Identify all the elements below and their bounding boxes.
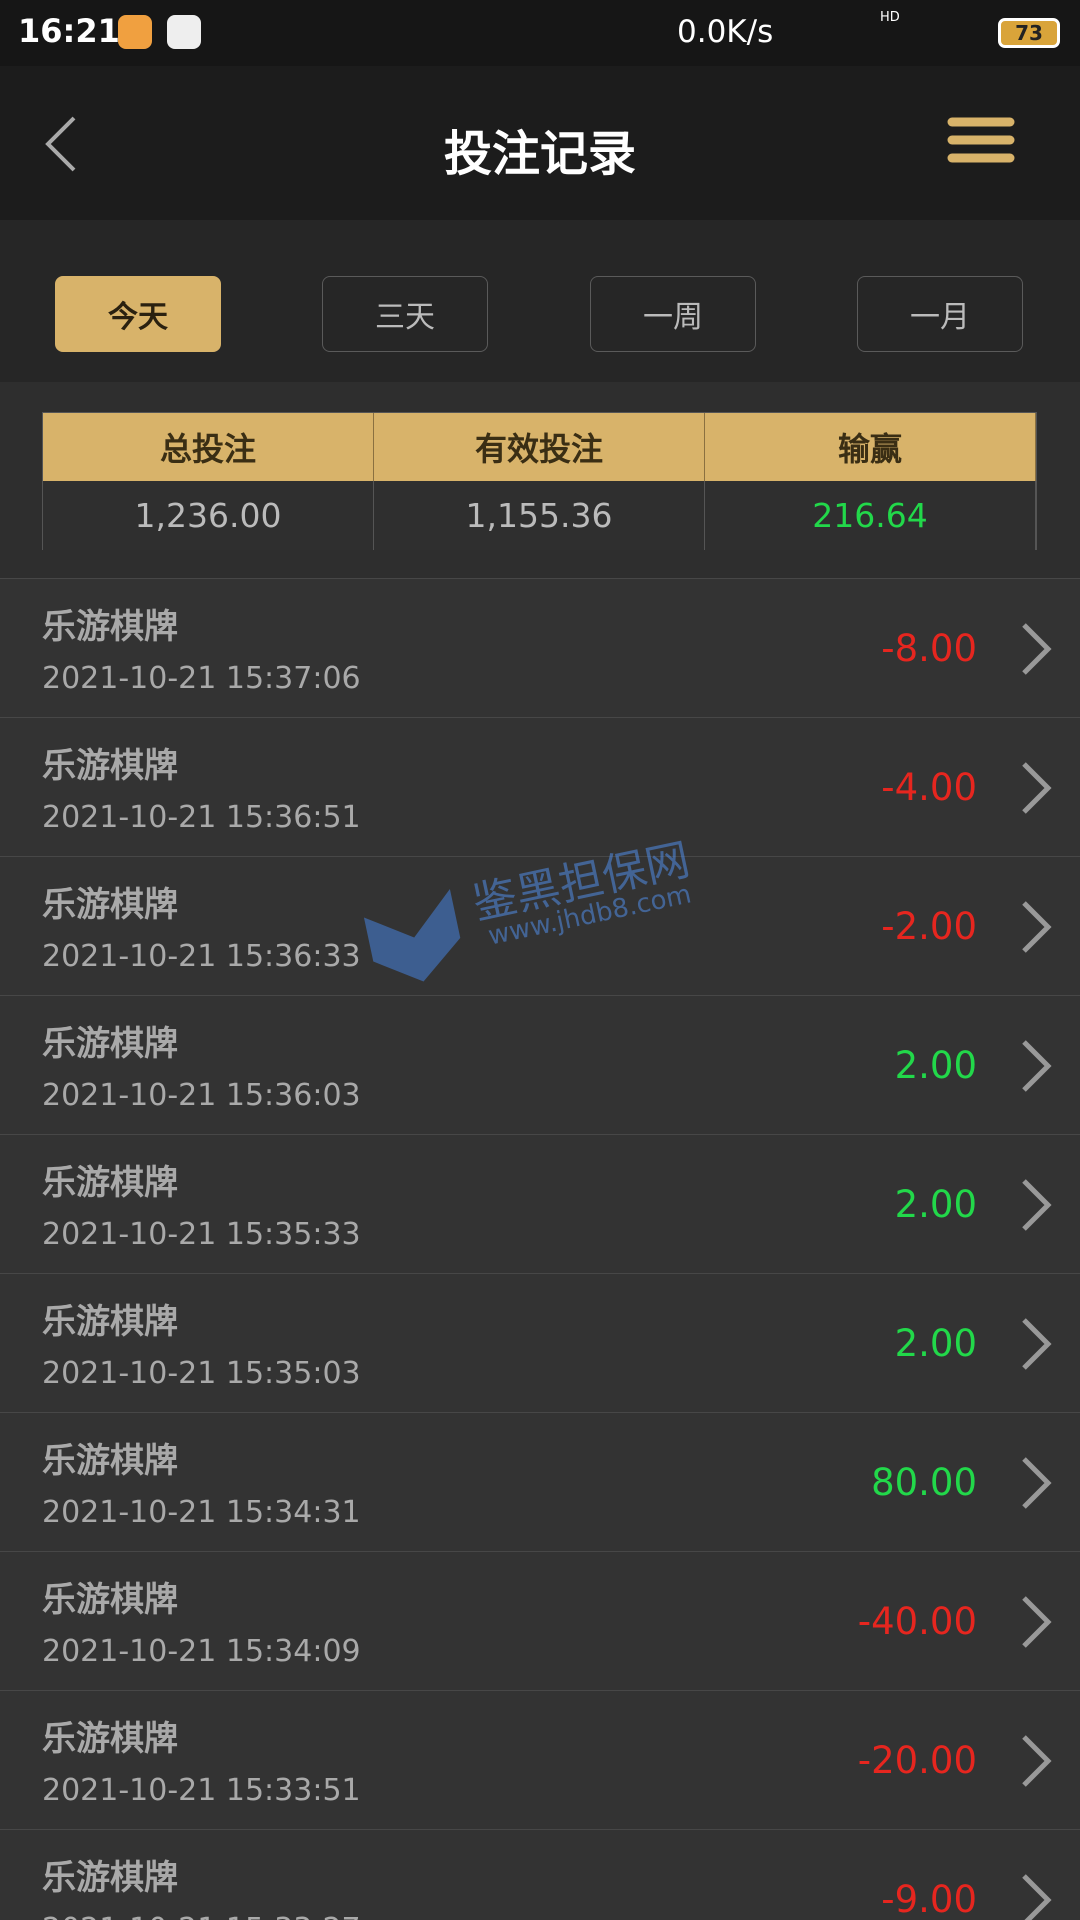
page-title: 投注记录 <box>443 126 636 182</box>
record-row[interactable]: 乐游棋牌 2021-10-21 15:33:27 -9.00 <box>0 1829 1080 1920</box>
record-row[interactable]: 乐游棋牌 2021-10-21 15:37:06 -8.00 <box>0 578 1080 717</box>
chevron <box>1022 901 1052 953</box>
chevron <box>1022 1318 1052 1370</box>
clock: 16:21 <box>18 12 120 50</box>
record-amount: -20.00 <box>857 1739 977 1782</box>
record-list: 乐游棋牌 2021-10-21 15:37:06 -8.00 乐游棋牌 2021-10-… <box>0 578 1080 1920</box>
record-amount: 2.00 <box>894 1044 977 1087</box>
signal-label: HD <box>880 10 900 25</box>
record-row[interactable]: 乐游棋牌 2021-10-21 15:36:03 2.00 <box>0 995 1080 1134</box>
record-row[interactable]: 乐游棋牌 2021-10-21 15:35:33 2.00 <box>0 1134 1080 1273</box>
record-amount: -2.00 <box>881 905 977 948</box>
record-name: 乐游棋牌 <box>42 607 178 647</box>
summary-value: 1,155.36 <box>374 481 705 550</box>
record-time: 2021-10-21 15:37:06 <box>42 661 361 696</box>
chevron <box>1022 1735 1052 1787</box>
summary-header: 总投注 <box>43 413 374 481</box>
record-amount: -40.00 <box>857 1600 977 1643</box>
record-name: 乐游棋牌 <box>42 1441 178 1481</box>
summary-header: 有效投注 <box>374 413 705 481</box>
filter-tab[interactable]: 今天 <box>55 276 221 352</box>
chevron <box>1022 1874 1052 1920</box>
record-amount: 80.00 <box>871 1461 977 1504</box>
record-name: 乐游棋牌 <box>42 746 178 786</box>
app-icon <box>167 15 201 49</box>
record-amount: 2.00 <box>894 1322 977 1365</box>
record-name: 乐游棋牌 <box>42 1302 178 1342</box>
record-time: 2021-10-21 15:36:33 <box>42 939 361 974</box>
back-button[interactable] <box>40 114 80 174</box>
record-row[interactable]: 乐游棋牌 2021-10-21 15:34:09 -40.00 <box>0 1551 1080 1690</box>
record-time: 2021-10-21 15:35:03 <box>42 1356 361 1391</box>
chevron <box>1022 623 1052 675</box>
record-name: 乐游棋牌 <box>42 1580 178 1620</box>
record-row[interactable]: 乐游棋牌 2021-10-21 15:35:03 2.00 <box>0 1273 1080 1412</box>
record-row[interactable]: 乐游棋牌 2021-10-21 15:36:33 -2.00 <box>0 856 1080 995</box>
menu-button[interactable] <box>946 116 1016 166</box>
nav-bar: 投注记录 <box>0 66 1080 220</box>
record-time: 2021-10-21 15:36:51 <box>42 800 361 835</box>
status-bar: 16:21 0.0K/s HD 73 <box>0 0 1080 66</box>
chevron <box>1022 1040 1052 1092</box>
net-speed: 0.0K/s <box>677 14 774 50</box>
record-time: 2021-10-21 15:33:51 <box>42 1773 361 1808</box>
summary-value: 1,236.00 <box>43 481 374 550</box>
record-row[interactable]: 乐游棋牌 2021-10-21 15:33:51 -20.00 <box>0 1690 1080 1829</box>
filter-tab[interactable]: 一月 <box>857 276 1023 352</box>
record-time: 2021-10-21 15:33:27 <box>42 1912 361 1920</box>
record-amount: -8.00 <box>881 627 977 670</box>
record-row[interactable]: 乐游棋牌 2021-10-21 15:36:51 -4.00 <box>0 717 1080 856</box>
app-icon <box>118 15 152 49</box>
watermark: 鉴黑担保网 www.jhdb8.com <box>350 834 694 998</box>
summary-header: 输赢 <box>705 413 1036 481</box>
filter-tab[interactable]: 一周 <box>590 276 756 352</box>
record-amount: -4.00 <box>881 766 977 809</box>
record-name: 乐游棋牌 <box>42 1024 178 1064</box>
chevron <box>1022 762 1052 814</box>
watermark-logo <box>363 888 461 982</box>
record-time: 2021-10-21 15:36:03 <box>42 1078 361 1113</box>
record-name: 乐游棋牌 <box>42 1719 178 1759</box>
record-amount: -9.00 <box>881 1878 977 1920</box>
record-amount: 2.00 <box>894 1183 977 1226</box>
chevron <box>1022 1596 1052 1648</box>
filter-tabs: 今天 三天 一周 一月 <box>0 220 1080 382</box>
chevron <box>1022 1457 1052 1509</box>
record-time: 2021-10-21 15:34:31 <box>42 1495 361 1530</box>
record-name: 乐游棋牌 <box>42 1163 178 1203</box>
record-time: 2021-10-21 15:35:33 <box>42 1217 361 1252</box>
record-row[interactable]: 乐游棋牌 2021-10-21 15:34:31 80.00 <box>0 1412 1080 1551</box>
chevron <box>1022 1179 1052 1231</box>
record-name: 乐游棋牌 <box>42 885 178 925</box>
battery: 73 <box>998 18 1060 48</box>
record-name: 乐游棋牌 <box>42 1858 178 1898</box>
filter-tab[interactable]: 三天 <box>322 276 488 352</box>
record-time: 2021-10-21 15:34:09 <box>42 1634 361 1669</box>
summary-table: 总投注 有效投注 输赢 1,236.00 1,155.36 216.64 <box>42 412 1037 550</box>
summary-value: 216.64 <box>705 481 1036 550</box>
